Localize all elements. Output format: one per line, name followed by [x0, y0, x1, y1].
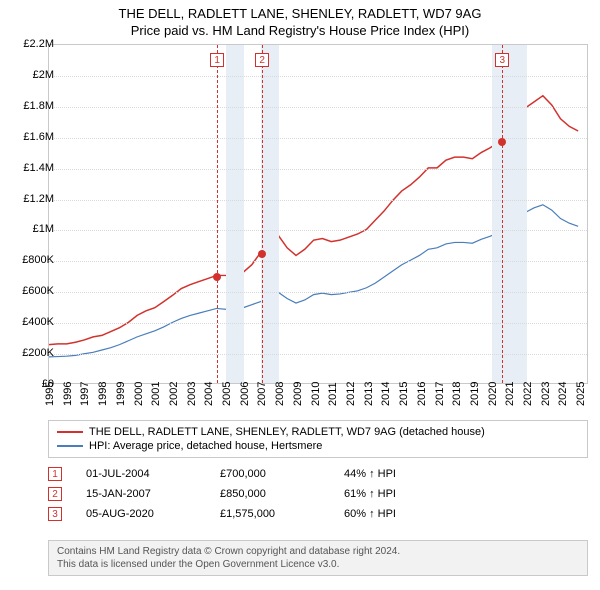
shade-band — [261, 45, 279, 383]
x-tick-label: 2000 — [133, 382, 145, 406]
x-tick-label: 2002 — [168, 382, 180, 406]
x-tick-label: 1998 — [97, 382, 109, 406]
x-tick-label: 2022 — [522, 382, 534, 406]
x-tick-label: 2004 — [203, 382, 215, 406]
sale-marker-chip: 2 — [255, 53, 269, 67]
legend-label: THE DELL, RADLETT LANE, SHENLEY, RADLETT… — [89, 426, 485, 438]
sale-price: £850,000 — [220, 488, 320, 500]
x-tick-label: 1999 — [115, 382, 127, 406]
gridline — [49, 354, 587, 355]
x-tick-label: 2020 — [487, 382, 499, 406]
sale-row: 1 01-JUL-2004 £700,000 44% ↑ HPI — [48, 464, 588, 484]
sale-chip: 2 — [48, 487, 62, 501]
x-tick-label: 1995 — [44, 382, 56, 406]
gridline — [49, 169, 587, 170]
sale-row: 2 15-JAN-2007 £850,000 61% ↑ HPI — [48, 484, 588, 504]
x-tick-label: 2014 — [380, 382, 392, 406]
x-tick-label: 2007 — [256, 382, 268, 406]
x-tick-label: 2025 — [575, 382, 587, 406]
sale-price: £1,575,000 — [220, 508, 320, 520]
x-tick-label: 2017 — [434, 382, 446, 406]
x-tick-label: 2019 — [469, 382, 481, 406]
x-tick-label: 2005 — [221, 382, 233, 406]
sale-marker-line — [217, 45, 218, 383]
gridline — [49, 200, 587, 201]
gridline — [49, 107, 587, 108]
y-tick-label: £400K — [10, 316, 54, 328]
chart-plot-area: 1 2 3 — [48, 44, 588, 384]
y-tick-label: £2M — [10, 69, 54, 81]
title-address: THE DELL, RADLETT LANE, SHENLEY, RADLETT… — [0, 6, 600, 21]
gridline — [49, 230, 587, 231]
gridline — [49, 76, 587, 77]
sale-chip: 1 — [48, 467, 62, 481]
shade-band — [492, 45, 510, 383]
x-tick-label: 2015 — [398, 382, 410, 406]
sale-marker-dot — [213, 273, 221, 281]
x-tick-label: 1996 — [62, 382, 74, 406]
gridline — [49, 323, 587, 324]
x-tick-label: 2012 — [345, 382, 357, 406]
sale-marker-chip: 3 — [495, 53, 509, 67]
x-tick-label: 2023 — [540, 382, 552, 406]
y-tick-label: £1.4M — [10, 162, 54, 174]
y-tick-label: £1.8M — [10, 100, 54, 112]
x-tick-label: 2018 — [451, 382, 463, 406]
footer-line1: Contains HM Land Registry data © Crown c… — [57, 545, 579, 558]
title-block: THE DELL, RADLETT LANE, SHENLEY, RADLETT… — [0, 0, 600, 38]
sale-marker-dot — [498, 138, 506, 146]
y-tick-label: £1.2M — [10, 193, 54, 205]
sale-chip: 3 — [48, 507, 62, 521]
sale-marker-chip: 1 — [210, 53, 224, 67]
sale-date: 15-JAN-2007 — [86, 488, 196, 500]
x-tick-label: 2006 — [239, 382, 251, 406]
sale-date: 05-AUG-2020 — [86, 508, 196, 520]
legend: THE DELL, RADLETT LANE, SHENLEY, RADLETT… — [48, 420, 588, 458]
sale-marker-line — [262, 45, 263, 383]
y-tick-label: £1.6M — [10, 131, 54, 143]
x-tick-label: 2003 — [186, 382, 198, 406]
y-tick-label: £1M — [10, 223, 54, 235]
y-tick-label: £2.2M — [10, 38, 54, 50]
legend-label: HPI: Average price, detached house, Hert… — [89, 440, 322, 452]
chart-container: THE DELL, RADLETT LANE, SHENLEY, RADLETT… — [0, 0, 600, 590]
y-tick-label: £600K — [10, 285, 54, 297]
sale-price: £700,000 — [220, 468, 320, 480]
x-tick-label: 2001 — [150, 382, 162, 406]
x-tick-label: 2024 — [557, 382, 569, 406]
x-tick-label: 2009 — [292, 382, 304, 406]
sale-pct-vs-hpi: 44% ↑ HPI — [344, 468, 396, 480]
x-tick-label: 2021 — [504, 382, 516, 406]
sale-pct-vs-hpi: 60% ↑ HPI — [344, 508, 396, 520]
legend-swatch — [57, 431, 83, 433]
x-tick-label: 1997 — [79, 382, 91, 406]
shade-band — [226, 45, 244, 383]
x-tick-label: 2016 — [416, 382, 428, 406]
sales-table: 1 01-JUL-2004 £700,000 44% ↑ HPI 2 15-JAN-200… — [48, 464, 588, 524]
footer-attribution: Contains HM Land Registry data © Crown c… — [48, 540, 588, 576]
gridline — [49, 261, 587, 262]
x-tick-label: 2008 — [274, 382, 286, 406]
gridline — [49, 292, 587, 293]
legend-row: THE DELL, RADLETT LANE, SHENLEY, RADLETT… — [57, 425, 579, 439]
footer-line2: This data is licensed under the Open Gov… — [57, 558, 579, 571]
sale-pct-vs-hpi: 61% ↑ HPI — [344, 488, 396, 500]
y-tick-label: £800K — [10, 254, 54, 266]
sale-marker-line — [502, 45, 503, 383]
x-tick-label: 2011 — [327, 382, 339, 406]
sale-row: 3 05-AUG-2020 £1,575,000 60% ↑ HPI — [48, 504, 588, 524]
sale-marker-dot — [258, 250, 266, 258]
x-tick-label: 2010 — [310, 382, 322, 406]
shade-band — [509, 45, 527, 383]
legend-swatch — [57, 445, 83, 447]
sale-date: 01-JUL-2004 — [86, 468, 196, 480]
x-tick-label: 2013 — [363, 382, 375, 406]
legend-row: HPI: Average price, detached house, Hert… — [57, 439, 579, 453]
title-subtitle: Price paid vs. HM Land Registry's House … — [0, 23, 600, 38]
gridline — [49, 138, 587, 139]
y-tick-label: £200K — [10, 347, 54, 359]
